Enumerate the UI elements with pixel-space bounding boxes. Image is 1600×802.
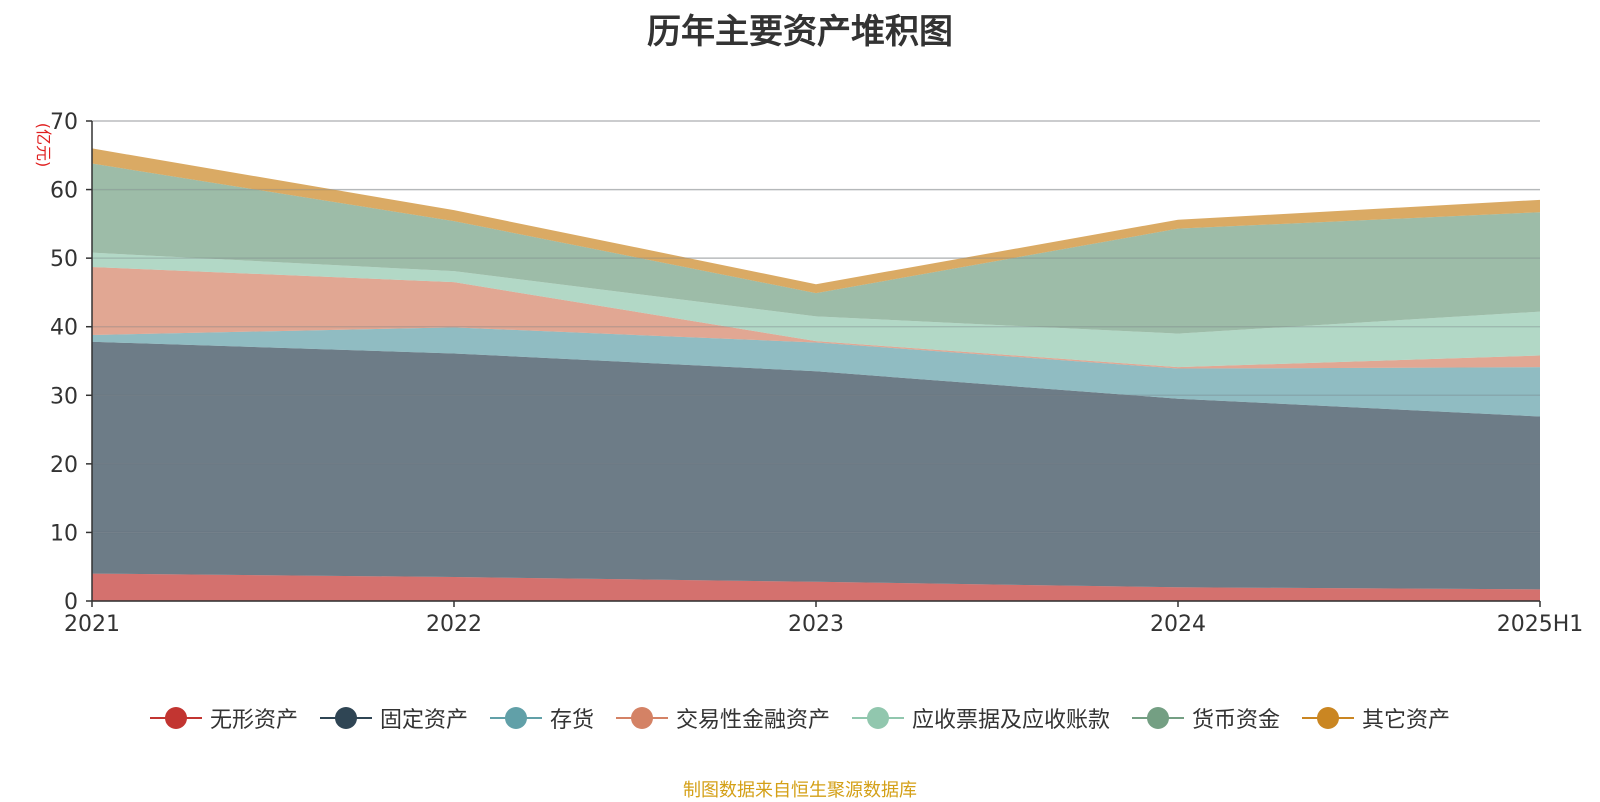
legend-marker-icon	[489, 705, 542, 731]
legend-item[interactable]: 其它资产	[1302, 702, 1450, 734]
area-其它资产	[92, 148, 1540, 294]
legend-label: 应收票据及应收账款	[912, 708, 1111, 733]
legend-label: 交易性金融资产	[675, 708, 830, 733]
x-tick-label: 2021	[64, 612, 120, 637]
legend-marker-icon	[852, 705, 904, 731]
legend-item[interactable]: 固定资产	[319, 702, 468, 734]
legend-item[interactable]: 应收票据及应收账款	[852, 702, 1110, 734]
y-tick-label: 10	[50, 521, 78, 546]
x-tick-label: 2023	[788, 612, 844, 637]
x-tick-label: 2022	[426, 612, 482, 637]
area-固定资产	[92, 341, 1540, 590]
y-tick-label: 70	[50, 110, 78, 135]
area-货币资金	[92, 163, 1540, 334]
chart-title: 历年主要资产堆积图	[647, 12, 953, 52]
legend-marker-icon	[1132, 705, 1185, 731]
y-tick-label: 60	[50, 179, 78, 204]
legend-marker-icon	[319, 705, 372, 731]
source-note: 制图数据来自恒生聚源数据库	[683, 780, 917, 801]
y-tick-label: 30	[50, 384, 78, 409]
chart-legend: 无形资产 固定资产 存货 交易性金融资产 应收票据及应收账款 货币资金 其它资产	[0, 702, 1600, 734]
x-tick-label: 2025H1	[1497, 612, 1584, 637]
legend-item[interactable]: 货币资金	[1132, 702, 1280, 734]
area-交易性金融资产	[92, 267, 1540, 369]
legend-label: 货币资金	[1192, 708, 1281, 733]
area-无形资产	[92, 573, 1540, 601]
legend-label: 存货	[549, 708, 594, 733]
legend-label: 固定资产	[379, 708, 468, 733]
area-存货	[92, 327, 1540, 417]
legend-item[interactable]: 存货	[489, 702, 594, 734]
legend-label: 无形资产	[209, 708, 298, 733]
legend-item[interactable]: 无形资产	[149, 702, 298, 734]
x-tick-label: 2024	[1150, 612, 1206, 637]
y-unit-label: (亿元)	[34, 123, 53, 168]
legend-marker-icon	[149, 705, 202, 731]
area-应收票据及应收账款	[92, 252, 1540, 368]
y-tick-label: 20	[50, 453, 78, 478]
y-tick-label: 40	[50, 316, 78, 341]
legend-marker-icon	[615, 705, 668, 731]
legend-marker-icon	[1302, 705, 1355, 731]
y-tick-label: 50	[50, 247, 78, 272]
legend-label: 其它资产	[1362, 708, 1451, 733]
y-tick-label: 0	[64, 590, 78, 615]
legend-item[interactable]: 交易性金融资产	[615, 702, 830, 734]
